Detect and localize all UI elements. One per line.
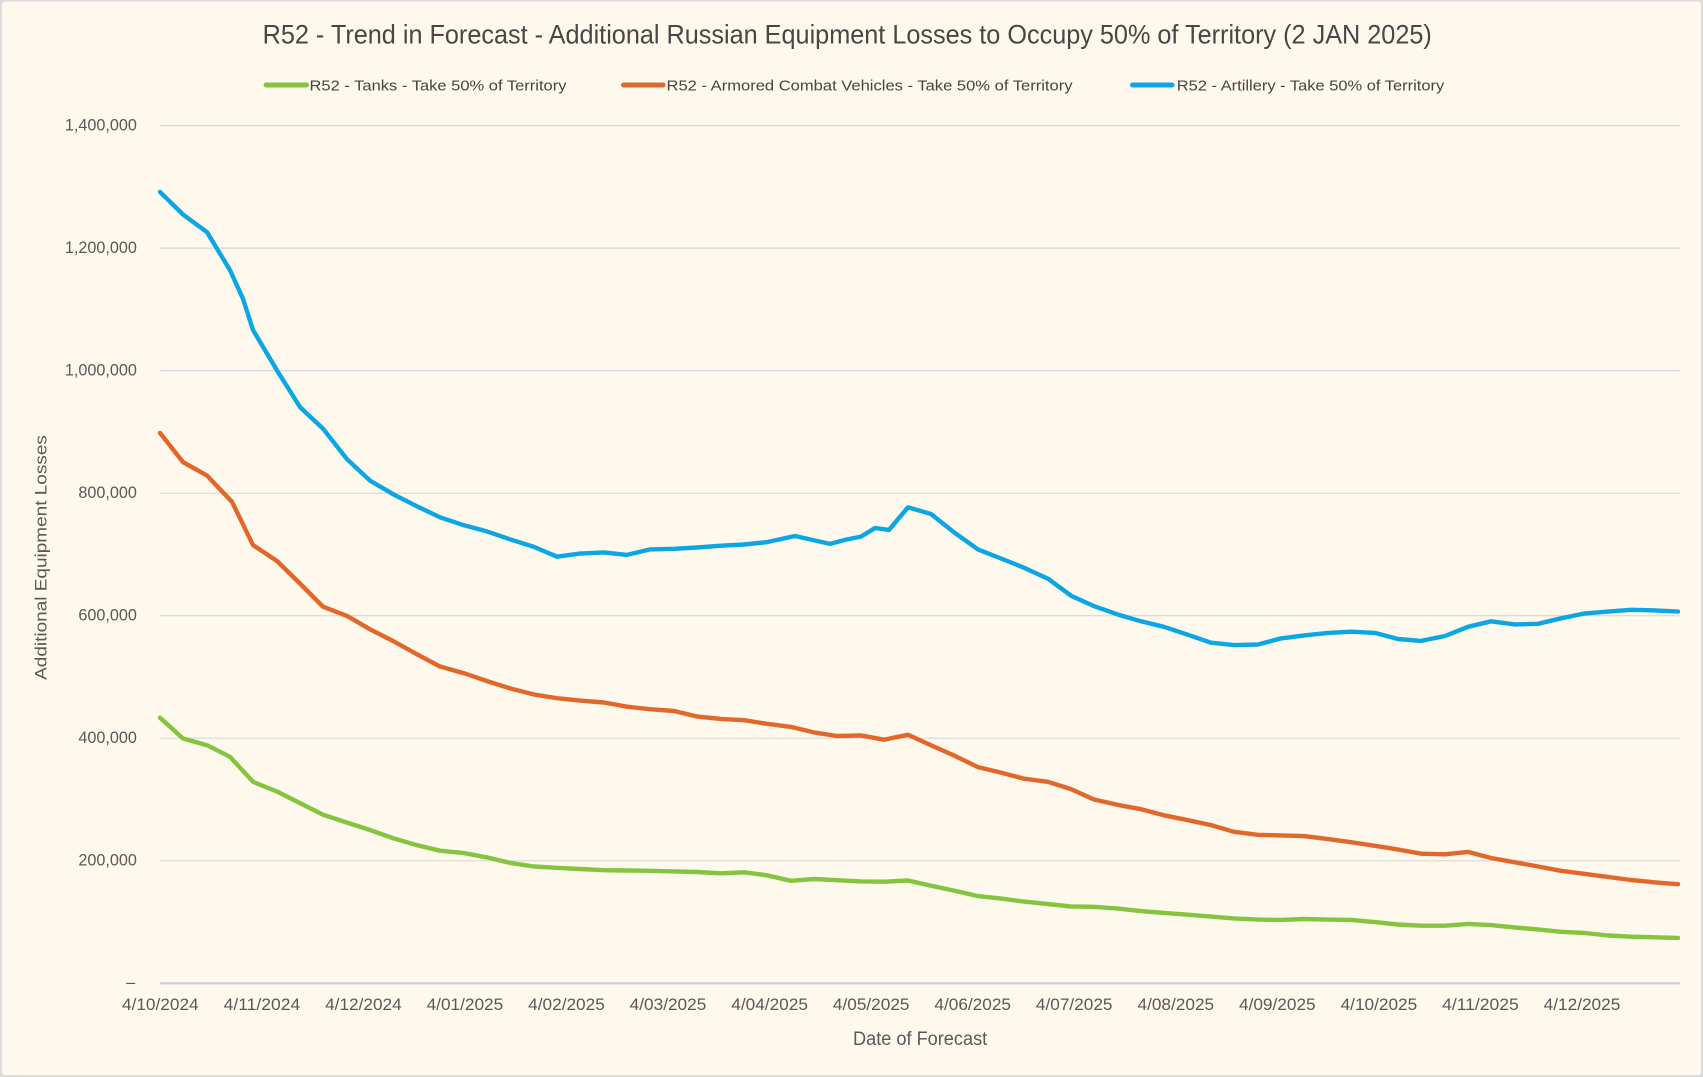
svg-text:4/12/2025: 4/12/2025 xyxy=(1544,996,1621,1014)
svg-text:4/02/2025: 4/02/2025 xyxy=(528,996,605,1014)
svg-text:Additional Equipment Losses: Additional Equipment Losses xyxy=(32,435,51,680)
svg-text:1,000,000: 1,000,000 xyxy=(65,362,137,380)
svg-text:R52 - Armored Combat Vehicles: R52 - Armored Combat Vehicles - Take 50%… xyxy=(667,78,1074,94)
svg-text:4/07/2025: 4/07/2025 xyxy=(1036,996,1113,1014)
svg-text:R52 - Tanks - Take 50% of Terr: R52 - Tanks - Take 50% of Territory xyxy=(310,78,568,94)
svg-text:4/01/2025: 4/01/2025 xyxy=(427,996,504,1014)
svg-text:4/08/2025: 4/08/2025 xyxy=(1138,996,1215,1014)
svg-text:R52 - Artillery - Take 50% of: R52 - Artillery - Take 50% of Territory xyxy=(1177,78,1445,94)
svg-text:4/03/2025: 4/03/2025 xyxy=(630,996,707,1014)
svg-text:4/11/2024: 4/11/2024 xyxy=(224,996,301,1014)
svg-text:4/10/2024: 4/10/2024 xyxy=(122,996,199,1014)
svg-text:1,200,000: 1,200,000 xyxy=(65,239,137,257)
svg-text:4/04/2025: 4/04/2025 xyxy=(731,996,808,1014)
svg-text:4/10/2025: 4/10/2025 xyxy=(1341,996,1418,1014)
svg-text:800,000: 800,000 xyxy=(78,484,137,502)
svg-text:4/12/2024: 4/12/2024 xyxy=(325,996,402,1014)
svg-text:4/06/2025: 4/06/2025 xyxy=(934,996,1011,1014)
svg-text:4/09/2025: 4/09/2025 xyxy=(1239,996,1316,1014)
svg-text:400,000: 400,000 xyxy=(78,729,137,747)
svg-text:–: – xyxy=(126,974,135,992)
svg-text:200,000: 200,000 xyxy=(78,852,137,870)
svg-text:1,400,000: 1,400,000 xyxy=(65,117,137,135)
svg-text:600,000: 600,000 xyxy=(78,607,137,625)
svg-text:4/11/2025: 4/11/2025 xyxy=(1442,996,1519,1014)
svg-text:Date of Forecast: Date of Forecast xyxy=(853,1029,988,1050)
svg-text:R52 - Trend in Forecast - Addi: R52 - Trend in Forecast - Additional Rus… xyxy=(263,20,1432,50)
svg-text:4/05/2025: 4/05/2025 xyxy=(833,996,910,1014)
